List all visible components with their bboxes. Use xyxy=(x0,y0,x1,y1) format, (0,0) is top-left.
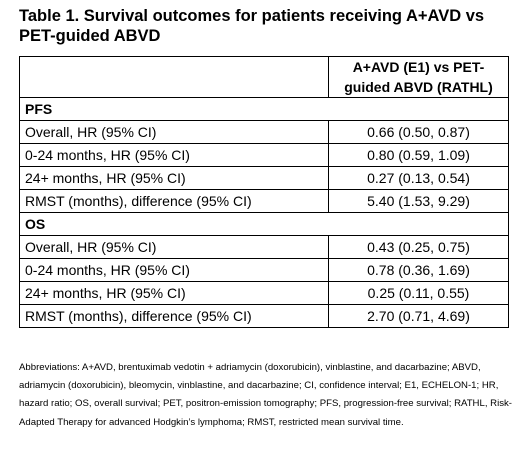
row-value: 0.66 (0.50, 0.87) xyxy=(328,120,509,144)
survival-outcomes-table: A+AVD (E1) vs PET-guided ABVD (RATHL) PF… xyxy=(19,56,509,328)
section-label: PFS xyxy=(19,97,509,121)
table-row: 24+ months, HR (95% CI) 0.25 (0.11, 0.55… xyxy=(19,281,509,305)
table-row: 0-24 months, HR (95% CI) 0.78 (0.36, 1.6… xyxy=(19,258,509,282)
row-value: 0.78 (0.36, 1.69) xyxy=(328,258,509,282)
row-value: 0.25 (0.11, 0.55) xyxy=(328,281,509,305)
table-row: RMST (months), difference (95% CI) 5.40 … xyxy=(19,189,509,213)
header-cell-empty xyxy=(19,56,329,98)
table-title: Table 1. Survival outcomes for patients … xyxy=(19,7,485,45)
row-label: 24+ months, HR (95% CI) xyxy=(19,166,329,190)
table-row: Overall, HR (95% CI) 0.66 (0.50, 0.87) xyxy=(19,120,509,144)
row-value: 0.43 (0.25, 0.75) xyxy=(328,235,509,259)
row-value: 2.70 (0.71, 4.69) xyxy=(328,304,509,328)
row-value: 5.40 (1.53, 9.29) xyxy=(328,189,509,213)
row-label: 24+ months, HR (95% CI) xyxy=(19,281,329,305)
header-cell-comparison: A+AVD (E1) vs PET-guided ABVD (RATHL) xyxy=(328,56,509,98)
section-row-pfs: PFS xyxy=(19,97,509,121)
row-label: Overall, HR (95% CI) xyxy=(19,235,329,259)
row-label: 0-24 months, HR (95% CI) xyxy=(19,143,329,167)
row-label: RMST (months), difference (95% CI) xyxy=(19,304,329,328)
table-row: RMST (months), difference (95% CI) 2.70 … xyxy=(19,304,509,328)
row-label: RMST (months), difference (95% CI) xyxy=(19,189,329,213)
abbreviations-footnote: Abbreviations: A+AVD, brentuximab vedoti… xyxy=(19,362,513,428)
row-label: 0-24 months, HR (95% CI) xyxy=(19,258,329,282)
row-value: 0.80 (0.59, 1.09) xyxy=(328,143,509,167)
section-row-os: OS xyxy=(19,212,509,236)
table-row: 24+ months, HR (95% CI) 0.27 (0.13, 0.54… xyxy=(19,166,509,190)
row-value: 0.27 (0.13, 0.54) xyxy=(328,166,509,190)
row-label: Overall, HR (95% CI) xyxy=(19,120,329,144)
table-row: Overall, HR (95% CI) 0.43 (0.25, 0.75) xyxy=(19,235,509,259)
table-row: 0-24 months, HR (95% CI) 0.80 (0.59, 1.0… xyxy=(19,143,509,167)
section-label: OS xyxy=(19,212,509,236)
table-header-row: A+AVD (E1) vs PET-guided ABVD (RATHL) xyxy=(19,56,509,98)
